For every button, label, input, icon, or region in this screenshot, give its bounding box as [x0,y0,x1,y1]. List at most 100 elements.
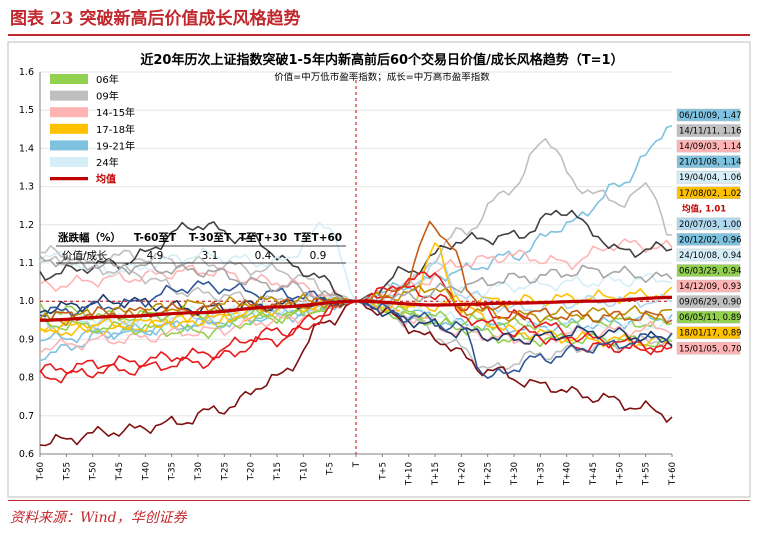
end-label: 06/10/09, 1.47 [676,108,742,122]
y-tick-label: 1.6 [19,67,34,78]
y-tick-label: 0.9 [19,334,34,345]
end-label-box [676,342,741,355]
x-tick-label: T+15 [431,462,441,486]
stats-table: 涨跌幅（%） T-60至T T-30至T T至T+30 T至T+60 价值/成长… [56,231,346,264]
line-chart: 近20年历次上证指数突破1-5年内新高前后60个交易日价值/成长风格趋势（T=1… [7,41,751,498]
end-label-box [676,186,741,199]
end-label-box [676,139,741,153]
end-label: 20/12/02, 0.96 [676,233,742,246]
end-label-text: 均值, 1.01 [682,203,726,214]
end-label: 09/06/29, 0.90 [676,295,742,308]
x-tick-label: T-15 [273,462,283,481]
end-label: 14/11/11, 1.16 [676,124,742,137]
end-label-box [676,233,741,246]
end-label-text: 14/12/09, 0.93 [679,282,742,292]
end-label: 19/04/04, 1.06 [676,170,742,184]
legend-swatch [50,90,88,101]
end-label: 20/07/03, 1.00 [676,217,742,231]
end-label: 24/10/08, 0.94 [676,248,742,262]
y-tick-label: 1.3 [19,182,34,193]
legend-label: 均值 [96,173,116,186]
legend-swatch [50,140,88,151]
legend-swatch [50,74,88,84]
end-label: 21/01/08, 1.14 [676,155,742,168]
y-tick-label: 1.1 [19,258,34,269]
end-label-text: 24/10/08, 0.94 [679,251,742,261]
x-tick-label: T-20 [247,462,257,481]
source-rule [8,500,750,501]
table-row-label: 价值/成长 [62,249,108,262]
legend-label: 14-15年 [96,106,135,119]
end-label-text: 17/08/02, 1.02 [679,189,742,199]
end-label-text: 18/01/17, 0.89 [679,329,742,339]
chart-subtitle: 价值=中万低市盈率指数；成长=中万高市盈率指数 [274,71,490,83]
end-label-text: 20/07/03, 1.00 [679,220,742,230]
x-tick-label: T-60 [36,462,46,481]
end-label-text: 14/11/11, 1.16 [679,127,742,137]
table-value-2: 0.4 [255,250,272,262]
legend-label: 17-18年 [96,123,135,136]
end-label: 15/01/05, 0.70 [676,342,742,355]
legend-swatch [50,107,88,118]
x-tick-label: T-25 [220,462,230,481]
x-tick-label: T-45 [115,462,125,481]
end-label: 17/08/02, 1.02 [676,186,742,199]
end-label-text: 14/09/03, 1.14 [679,142,742,152]
end-label-box [676,170,741,184]
x-tick-label: T+55 [642,462,652,486]
legend-swatch [50,123,88,134]
x-tick-label: T+60 [668,462,678,486]
x-tick-label: T+25 [484,462,494,486]
end-label: 06/05/11, 0.89 [676,310,742,324]
x-axis: T-60 T-55 T-50 T-45 T-40 T-35 T-30 T-25 T-20 T-15… [36,453,678,486]
legend-label: 19-21年 [96,139,135,152]
y-axis: 0.6 0.7 0.8 0.9 1.0 1.1 1.2 1.3 1.4 1.5 1.6 [19,67,41,460]
x-tick-label: T-40 [141,462,151,481]
end-label-text: 06/10/09, 1.47 [679,111,742,121]
x-tick-label: T+30 [510,462,520,486]
end-label: 14/09/03, 1.14 [676,139,742,153]
end-label-box [676,248,741,262]
end-label-box [676,155,741,168]
chart-title: 近20年历次上证指数突破1-5年内新高前后60个交易日价值/成长风格趋势（T=1… [140,52,623,68]
end-label-box [676,326,741,339]
x-tick-label: T+50 [615,462,625,486]
chart-frame [7,41,751,498]
table-header-2: T-30至T [189,232,232,244]
y-tick-label: 1.5 [19,105,34,116]
end-label-text: 06/03/29, 0.94 [679,267,742,277]
end-label-box [676,124,741,137]
end-label-text: 15/01/05, 0.70 [679,344,742,354]
table-header-0: 涨跌幅（%） [58,231,121,244]
legend-label: 24年 [96,156,119,169]
y-tick-label: 1.2 [19,220,34,231]
y-tick-label: 0.6 [19,449,34,460]
table-header-3: T至T+30 [239,232,287,244]
end-label: 14/12/09, 0.93 [676,279,742,293]
x-tick-label: T [352,461,362,468]
legend-label: 09年 [96,90,119,103]
x-tick-label: T-30 [194,462,204,481]
table-value-1: 3.1 [202,250,219,262]
y-tick-label: 1.4 [19,143,34,154]
x-tick-label: T+10 [405,462,415,486]
end-label-box [676,310,741,324]
series-lines [39,124,673,447]
x-tick-label: T+40 [563,462,573,486]
table-value-0: 4.9 [147,250,164,262]
end-label-text: 21/01/08, 1.14 [679,158,742,168]
x-tick-label: T+45 [589,462,599,486]
end-label-text: 19/04/04, 1.06 [679,173,742,183]
end-label-box [676,217,741,231]
series-line-mean [40,295,672,322]
table-header-4: T至T+60 [294,232,342,244]
source-note: 资料来源：Wind，华创证券 [10,510,187,526]
end-label: 06/03/29, 0.94 [676,264,742,277]
x-tick-label: T-5 [326,462,336,476]
legend-swatch [50,157,88,167]
end-label: 均值, 1.01 [682,203,726,214]
legend-label: 06年 [96,73,119,86]
table-header-1: T-60至T [134,232,177,244]
x-tick-label: T-35 [168,462,178,481]
end-labels: 06/10/09, 1.47 14/11/11, 1.16 14/09/03, 1.… [676,108,742,355]
